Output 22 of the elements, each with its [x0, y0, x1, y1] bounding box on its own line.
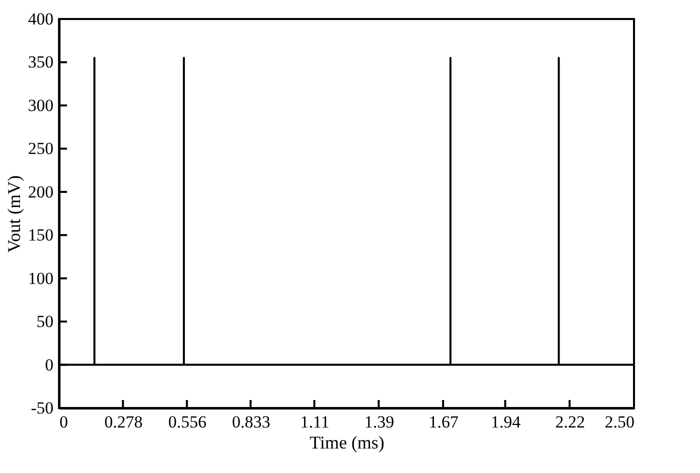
x-tick-label: 1.39 [364, 412, 394, 432]
x-tick-label: 1.67 [428, 412, 459, 432]
x-tick-label: 2.22 [555, 412, 585, 432]
y-tick-label: 300 [28, 96, 54, 115]
y-tick-label: 400 [28, 10, 54, 28]
y-tick-label: 50 [36, 312, 54, 332]
y-tick-label: 0 [45, 355, 54, 374]
x-tick-label: 2.50 [604, 412, 634, 432]
x-tick-label: 1.11 [300, 412, 330, 432]
x-tick-label: 0.833 [232, 412, 270, 432]
x-tick-label: 0.278 [104, 412, 143, 432]
y-tick-label: 350 [28, 52, 54, 72]
x-tick-label: 1.94 [490, 412, 522, 432]
y-tick-label: -50 [30, 398, 54, 418]
x-tick-label: 0 [60, 412, 68, 432]
x-tick-label: 0.556 [168, 412, 207, 432]
y-tick-label: 150 [28, 226, 54, 245]
x-axis-title: Time (ms) [310, 432, 384, 452]
y-axis-title: Vout (mV) [4, 175, 24, 253]
y-tick-label: 250 [28, 139, 54, 158]
y-tick-label: 100 [28, 268, 54, 288]
y-tick-label: 200 [28, 182, 54, 202]
